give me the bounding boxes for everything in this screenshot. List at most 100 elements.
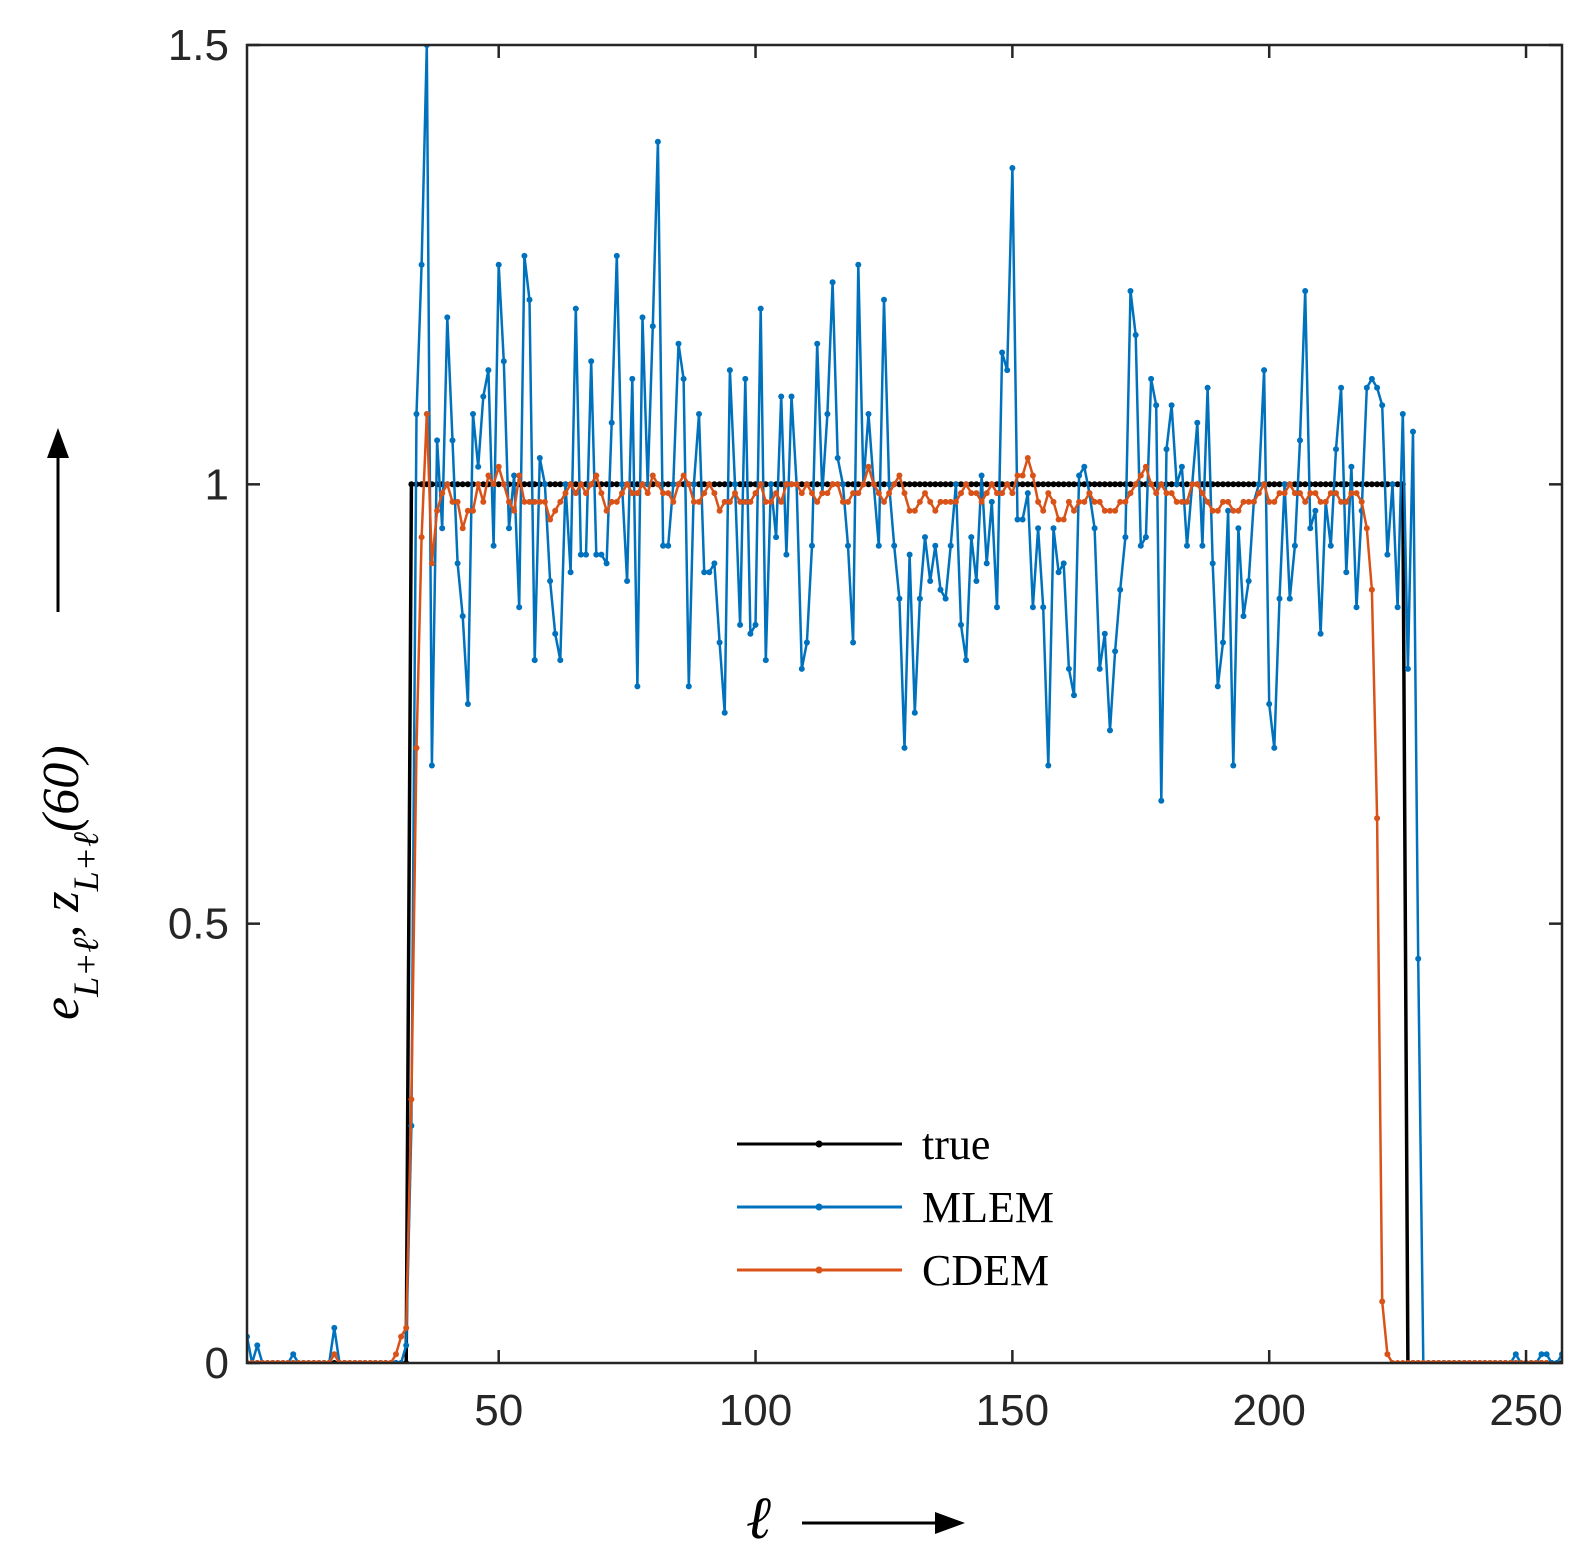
data-point-mlem <box>619 481 625 488</box>
data-point-cdem <box>1245 498 1252 505</box>
data-point-cdem <box>983 490 990 497</box>
data-point-cdem <box>757 481 764 488</box>
data-point-mlem <box>1333 446 1339 453</box>
data-point-mlem <box>1564 1334 1570 1340</box>
data-point-true <box>1096 481 1103 488</box>
data-point-mlem <box>1240 613 1247 620</box>
data-point-mlem <box>506 525 512 532</box>
y-tick-label: 0.5 <box>168 900 229 949</box>
data-point-mlem <box>403 1342 410 1349</box>
data-point-cdem <box>1158 481 1165 488</box>
data-point-mlem <box>983 560 990 567</box>
data-point-mlem <box>855 261 862 268</box>
data-point-mlem <box>1209 560 1216 567</box>
data-point-cdem <box>1220 498 1226 505</box>
data-point-cdem <box>906 507 913 514</box>
data-point-mlem <box>1297 437 1303 444</box>
data-point-true <box>711 481 718 488</box>
data-point-true <box>911 481 918 488</box>
data-point-cdem <box>480 498 487 505</box>
data-point-cdem <box>927 498 934 505</box>
data-point-cdem <box>454 498 461 505</box>
data-point-cdem <box>1122 498 1129 505</box>
data-point-cdem <box>680 472 687 479</box>
data-point-true <box>1060 481 1067 488</box>
data-point-mlem <box>1194 419 1201 426</box>
data-point-mlem <box>1261 367 1268 374</box>
data-point-mlem <box>557 657 564 664</box>
data-point-mlem <box>434 437 441 444</box>
data-point-mlem <box>675 340 682 347</box>
data-point-true <box>983 481 990 488</box>
data-point-mlem <box>1014 516 1021 523</box>
data-point-mlem <box>526 296 533 303</box>
data-point-mlem <box>1266 701 1273 707</box>
data-point-mlem <box>588 358 595 365</box>
data-point-cdem <box>393 1351 399 1358</box>
y-axis-title: eL+ℓ, zL+ℓ(60) <box>33 745 106 1020</box>
data-point-cdem <box>798 490 805 497</box>
data-point-mlem <box>1291 542 1298 549</box>
data-point-true <box>824 481 831 488</box>
data-point-mlem <box>881 296 887 303</box>
data-point-cdem <box>1009 490 1016 497</box>
data-point-cdem <box>1297 490 1303 497</box>
data-point-cdem <box>937 498 944 505</box>
data-point-mlem <box>1142 534 1149 541</box>
tick-layer: 50 100 150 200 250 0 0.5 1 1.5 <box>168 21 1563 1435</box>
data-point-true <box>1230 481 1237 488</box>
data-point-cdem <box>1153 490 1160 497</box>
data-point-cdem <box>1214 507 1221 514</box>
data-point-true <box>495 481 502 488</box>
data-point-mlem <box>1178 463 1185 470</box>
data-point-cdem <box>916 498 923 505</box>
data-point-cdem <box>516 472 523 479</box>
data-point-cdem <box>331 1351 338 1358</box>
data-point-cdem <box>1076 498 1083 505</box>
data-point-true <box>747 481 754 488</box>
data-point-cdem <box>891 481 898 488</box>
data-point-cdem <box>819 490 826 497</box>
data-point-cdem <box>1178 498 1185 505</box>
data-point-mlem <box>1107 727 1113 734</box>
data-point-mlem <box>1404 665 1411 672</box>
data-point-true <box>1019 481 1026 488</box>
data-point-true <box>1240 481 1247 488</box>
data-point-mlem <box>1029 604 1036 611</box>
axes-box <box>245 43 1564 1365</box>
data-point-cdem <box>1189 481 1196 488</box>
data-point-mlem <box>1368 375 1375 382</box>
data-point-cdem <box>398 1333 405 1340</box>
data-point-cdem <box>839 498 846 505</box>
data-point-cdem <box>577 481 584 488</box>
data-point-cdem <box>726 498 733 505</box>
data-point-mlem <box>1096 665 1103 672</box>
data-point-mlem <box>1317 630 1324 637</box>
data-point-cdem <box>1045 490 1052 497</box>
data-point-cdem <box>1142 463 1149 470</box>
data-point-mlem <box>1071 692 1077 699</box>
legend-label-true: true <box>922 1120 990 1169</box>
data-point-cdem <box>639 481 646 488</box>
data-point-mlem <box>665 542 672 549</box>
data-point-mlem <box>1024 490 1031 497</box>
data-point-mlem <box>886 481 893 488</box>
data-point-mlem <box>449 437 456 444</box>
data-point-mlem <box>598 551 605 558</box>
data-point-true <box>932 481 939 488</box>
data-point-mlem <box>654 138 661 145</box>
data-point-mlem <box>1338 384 1345 391</box>
data-point-cdem <box>1286 481 1293 488</box>
data-point-cdem <box>1148 481 1155 488</box>
data-point-mlem <box>937 586 944 593</box>
data-point-mlem <box>1163 446 1170 453</box>
data-point-cdem <box>1065 498 1072 505</box>
data-point-cdem <box>1060 516 1067 523</box>
data-point-true <box>454 481 461 488</box>
data-point-true <box>721 481 728 488</box>
data-point-mlem <box>1302 288 1309 294</box>
data-point-cdem <box>886 490 893 497</box>
data-point-cdem <box>536 498 543 505</box>
data-point-true <box>916 481 923 488</box>
